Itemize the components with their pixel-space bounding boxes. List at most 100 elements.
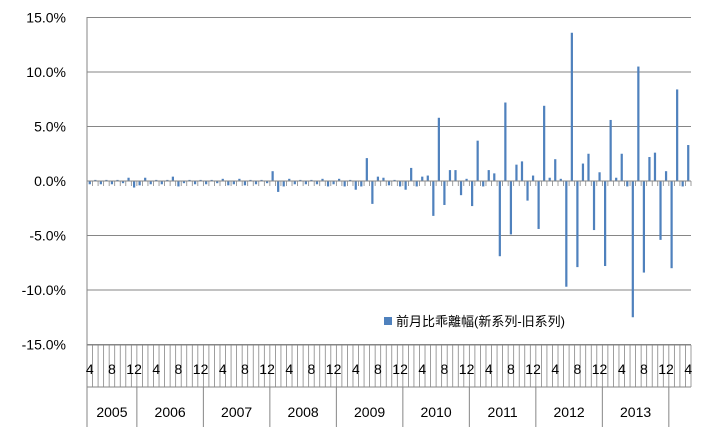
x-tick-label: 12 bbox=[326, 361, 342, 377]
year-label: 2009 bbox=[354, 404, 385, 420]
y-tick-label: -10.0% bbox=[22, 282, 66, 298]
x-tick-label: 4 bbox=[551, 361, 559, 377]
x-tick-label: 8 bbox=[175, 361, 183, 377]
x-tick-label: 12 bbox=[259, 361, 275, 377]
bar bbox=[205, 181, 208, 185]
bar bbox=[382, 177, 385, 181]
bar bbox=[116, 179, 119, 181]
bar bbox=[664, 171, 668, 181]
y-tick-label: 0.0% bbox=[34, 173, 66, 189]
year-label: 2012 bbox=[554, 404, 585, 420]
bar bbox=[193, 181, 197, 185]
bar bbox=[138, 181, 141, 186]
bar bbox=[398, 181, 402, 187]
legend: 前月比乖離幅(新系列-旧系列) bbox=[384, 314, 565, 329]
x-tick-label: 8 bbox=[507, 361, 515, 377]
bar bbox=[471, 181, 474, 207]
bar bbox=[155, 179, 158, 181]
bar bbox=[482, 181, 485, 187]
bar bbox=[166, 179, 169, 181]
x-tick-label: 4 bbox=[485, 361, 493, 377]
bar bbox=[653, 152, 657, 181]
bar bbox=[249, 179, 252, 181]
bar bbox=[487, 170, 490, 181]
year-label: 2013 bbox=[620, 404, 651, 420]
bar bbox=[626, 181, 629, 187]
x-tick-label: 8 bbox=[441, 361, 449, 377]
x-tick-label: 8 bbox=[108, 361, 116, 377]
x-tick-label: 8 bbox=[308, 361, 316, 377]
bar bbox=[576, 181, 579, 268]
x-tick-label: 8 bbox=[374, 361, 382, 377]
bar bbox=[265, 181, 269, 184]
year-label: 2005 bbox=[96, 404, 127, 420]
bar bbox=[160, 181, 163, 185]
y-axis-tick-labels: 15.0% 10.0% 5.0% 0.0% -5.0% -10.0% -15.0% bbox=[22, 10, 66, 353]
bar bbox=[404, 181, 407, 190]
y-tick-label: 5.0% bbox=[34, 119, 66, 135]
bar bbox=[426, 175, 429, 181]
bar bbox=[360, 181, 363, 187]
bar bbox=[127, 177, 130, 181]
bar bbox=[210, 179, 213, 181]
bar bbox=[531, 175, 535, 181]
bar bbox=[144, 177, 147, 181]
bar bbox=[443, 181, 446, 205]
bar bbox=[681, 181, 684, 187]
x-tick-label: 8 bbox=[574, 361, 582, 377]
bar bbox=[182, 181, 186, 184]
year-label: 2010 bbox=[421, 404, 452, 420]
bar bbox=[415, 181, 418, 187]
bar bbox=[260, 179, 263, 181]
bar bbox=[493, 173, 496, 181]
x-tick-label: 12 bbox=[525, 361, 541, 377]
year-label: 2006 bbox=[155, 404, 186, 420]
bar bbox=[277, 181, 280, 192]
bar bbox=[188, 179, 191, 181]
x-tick-label: 12 bbox=[592, 361, 608, 377]
bar bbox=[110, 181, 114, 185]
legend-label: 前月比乖離幅(新系列-旧系列) bbox=[396, 314, 565, 329]
bar bbox=[332, 181, 335, 185]
bar bbox=[659, 181, 662, 240]
bar bbox=[570, 32, 573, 182]
bar bbox=[581, 163, 585, 181]
bar bbox=[509, 181, 513, 235]
bar bbox=[105, 179, 108, 181]
x-tick-label: 8 bbox=[241, 361, 249, 377]
bar bbox=[365, 158, 368, 181]
bar bbox=[459, 181, 463, 196]
bar bbox=[609, 119, 612, 181]
bar bbox=[216, 181, 219, 184]
bar bbox=[271, 171, 274, 181]
bar bbox=[637, 66, 640, 181]
x-tick-label: 12 bbox=[658, 361, 674, 377]
bar bbox=[293, 181, 296, 185]
bar bbox=[315, 181, 319, 185]
bar bbox=[349, 179, 352, 181]
x-tick-label: 8 bbox=[640, 361, 648, 377]
bar bbox=[537, 181, 540, 229]
bar bbox=[121, 181, 125, 184]
bar bbox=[88, 181, 91, 185]
bar bbox=[592, 181, 596, 231]
bar bbox=[620, 153, 623, 181]
x-tick-label: 4 bbox=[86, 361, 94, 377]
bar bbox=[282, 181, 285, 187]
bar bbox=[177, 181, 180, 187]
bar bbox=[99, 181, 102, 185]
bar bbox=[587, 153, 590, 181]
bar bbox=[354, 181, 357, 190]
bar bbox=[548, 177, 551, 181]
x-tick-label: 12 bbox=[193, 361, 209, 377]
bar bbox=[437, 117, 440, 181]
bar-series bbox=[88, 32, 690, 318]
bar bbox=[670, 181, 673, 269]
y-tick-label: -5.0% bbox=[29, 228, 66, 244]
bar bbox=[410, 167, 413, 181]
bar bbox=[326, 181, 330, 187]
bar bbox=[559, 178, 562, 181]
bar bbox=[526, 181, 529, 201]
bar bbox=[604, 181, 607, 267]
